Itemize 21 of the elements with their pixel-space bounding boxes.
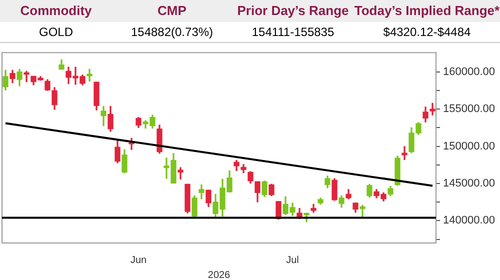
y-tick-label: 160000.00 [443,66,495,78]
candlestick [178,167,184,180]
x-tick-label: Jul [286,254,299,266]
candlestick [430,102,436,116]
y-tick-label: 140000.00 [443,214,495,227]
y-tick-label: 145000.00 [443,178,495,190]
text: Prior Day’s Range [232,0,354,22]
text: 154882(0.73%) [112,22,232,43]
text: Today’s Implied Range* [354,0,500,22]
y-tick-label: 155000.00 [443,103,495,116]
x-axis-title: 2026 [208,270,231,280]
x-tick-label: Jun [130,254,147,266]
candlestick [402,146,408,160]
text: Commodity [0,0,112,22]
candlestick [24,70,30,82]
text: CMP [112,0,232,22]
text: $4320.12-$4484 [354,22,500,43]
text: GOLD [0,22,112,43]
candlestick [86,68,92,82]
y-tick-label: 150000.00 [443,140,495,152]
text: 154111-155835 [232,22,354,43]
